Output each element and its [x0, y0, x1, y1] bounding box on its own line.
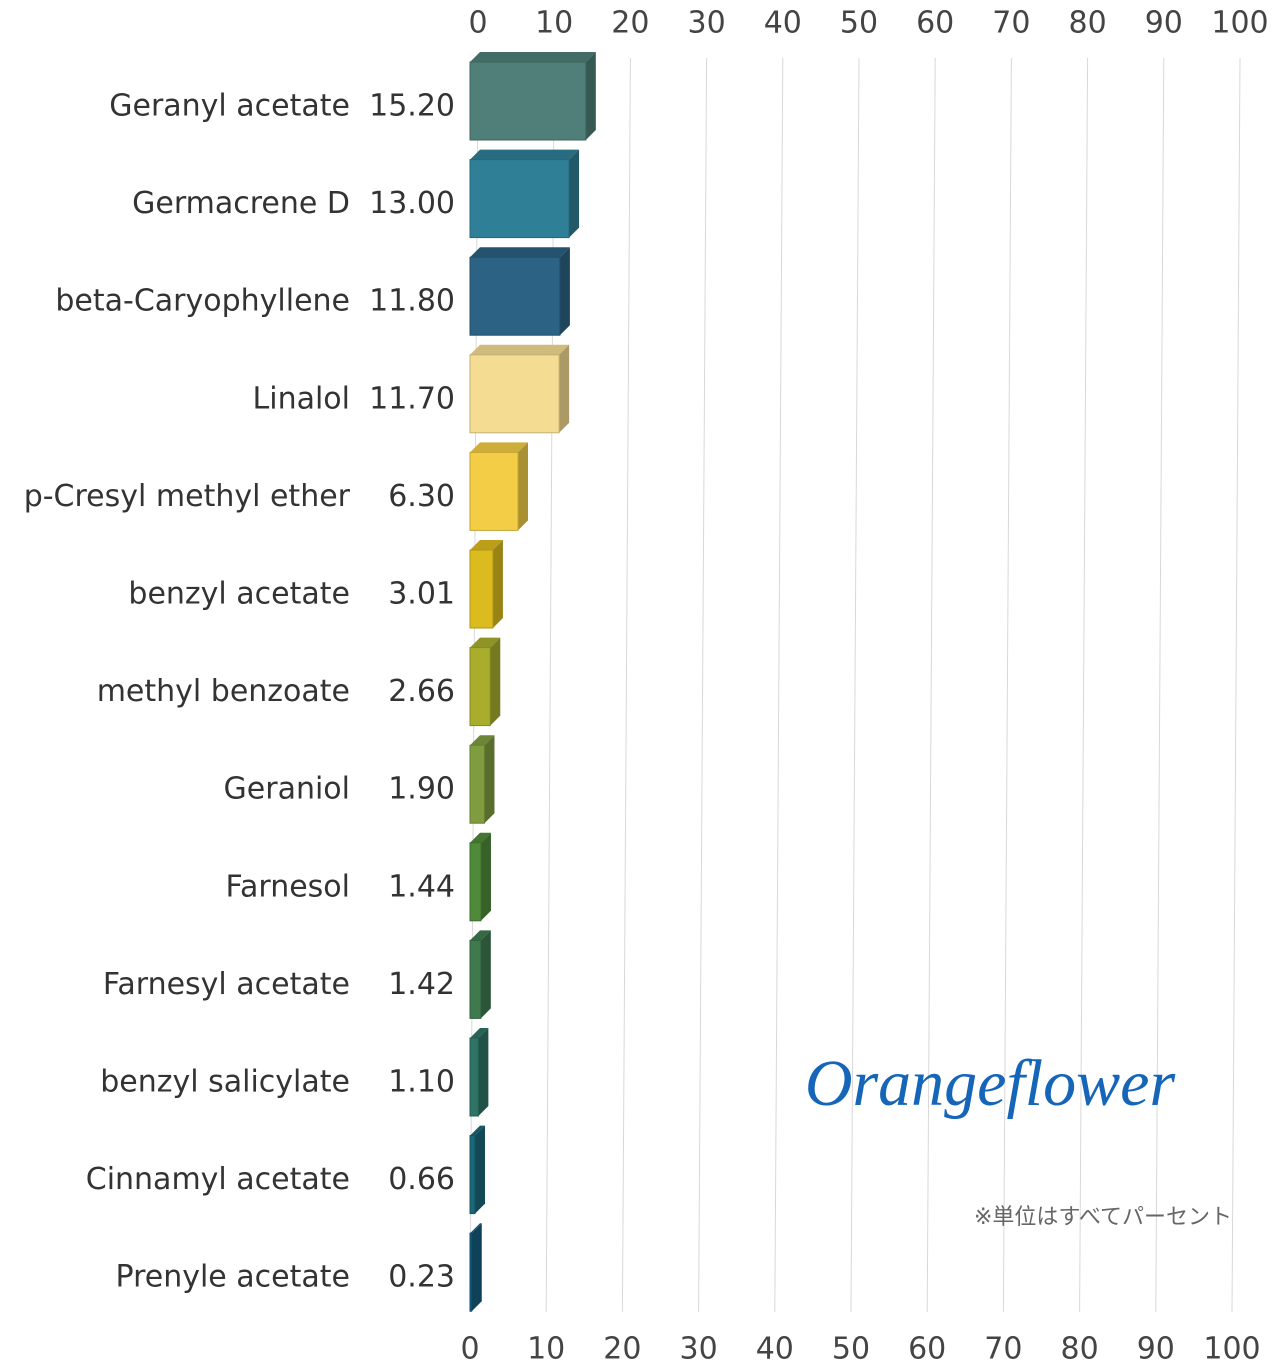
x-tick-label-bottom: 30	[680, 1332, 718, 1367]
x-tick-label-top: 80	[1069, 6, 1107, 41]
grid-line	[1080, 58, 1088, 1312]
bar-side	[560, 247, 570, 335]
category-label: Cinnamyl acetate	[86, 1162, 350, 1197]
bar-side	[481, 833, 491, 921]
x-tick-label-top: 100	[1211, 6, 1268, 41]
category-label: Farnesyl acetate	[103, 967, 350, 1002]
bar-top	[470, 442, 528, 452]
bar	[470, 452, 518, 530]
note: ※単位はすべてパーセント	[974, 1205, 1232, 1230]
bar	[470, 843, 481, 921]
x-tick-label-top: 30	[688, 6, 726, 41]
bar	[470, 1038, 478, 1116]
category-label: Prenyle acetate	[116, 1260, 351, 1295]
value-label: 11.80	[369, 284, 455, 319]
x-tick-label-bottom: 80	[1061, 1332, 1099, 1367]
category-label: methyl benzoate	[97, 674, 350, 709]
x-tick-label-bottom: 40	[756, 1332, 794, 1367]
grid-line	[927, 58, 935, 1312]
x-tick-label-bottom: 60	[908, 1332, 946, 1367]
bar	[470, 1233, 472, 1311]
bar-side	[490, 638, 500, 726]
x-tick-label-bottom: 0	[460, 1332, 479, 1367]
bar-side	[484, 735, 494, 823]
x-tick-label-bottom: 10	[527, 1332, 565, 1367]
x-tick-label-bottom: 90	[1137, 1332, 1175, 1367]
grid-line	[1003, 58, 1011, 1312]
x-tick-label-bottom: 20	[603, 1332, 641, 1367]
bar-top	[470, 345, 569, 355]
bar	[470, 745, 484, 823]
x-tick-label-top: 20	[611, 6, 649, 41]
category-label: benzyl salicylate	[100, 1065, 350, 1100]
category-label: benzyl acetate	[128, 577, 350, 612]
bar	[470, 257, 560, 335]
category-label: Linalol	[253, 381, 350, 416]
bar-side	[518, 442, 528, 530]
chart: Orangeflower ※単位はすべてパーセント 0 0 10 10 20 20 30 30…	[0, 0, 1278, 1368]
grid-line	[699, 58, 707, 1312]
bar-top	[470, 150, 579, 160]
bar-side	[472, 1223, 482, 1311]
grid-line	[775, 58, 783, 1312]
value-label: 6.30	[388, 479, 455, 514]
bar-side	[481, 930, 491, 1018]
x-tick-label-top: 70	[992, 6, 1030, 41]
x-tick-label-top: 60	[916, 6, 954, 41]
bar	[470, 1136, 475, 1214]
bar-side	[475, 1126, 485, 1214]
logo: Orangeflower	[805, 1047, 1176, 1120]
bar-side	[586, 52, 596, 140]
bar-side	[559, 345, 569, 433]
x-tick-label-top: 90	[1145, 6, 1183, 41]
value-label: 0.23	[388, 1260, 455, 1295]
bar-side	[493, 540, 503, 628]
value-label: 3.01	[388, 577, 455, 612]
bar	[470, 355, 559, 433]
bar-top	[470, 52, 596, 62]
grid-line	[622, 58, 630, 1312]
category-label: Germacrene D	[132, 186, 350, 221]
x-tick-label-bottom: 100	[1203, 1332, 1260, 1367]
grid-line	[851, 58, 859, 1312]
bar	[470, 160, 569, 238]
grid-line	[1232, 58, 1240, 1312]
value-label: 2.66	[388, 674, 455, 709]
grid-line	[546, 58, 554, 1312]
bar	[470, 648, 490, 726]
value-label: 1.44	[388, 869, 455, 904]
grid-line	[1156, 58, 1164, 1312]
bar-side	[478, 1028, 488, 1116]
category-label: beta-Caryophyllene	[55, 284, 350, 319]
value-label: 1.90	[388, 772, 455, 807]
category-label: Geraniol	[224, 772, 350, 807]
x-tick-label-top: 40	[764, 6, 802, 41]
bar-side	[569, 150, 579, 238]
x-tick-label-bottom: 50	[832, 1332, 870, 1367]
bar	[470, 550, 493, 628]
bar	[470, 62, 586, 140]
value-label: 13.00	[369, 186, 455, 221]
bar	[470, 940, 481, 1018]
x-tick-label-top: 10	[535, 6, 573, 41]
x-tick-label-bottom: 70	[984, 1332, 1022, 1367]
value-label: 11.70	[369, 381, 455, 416]
category-label: Farnesol	[226, 869, 350, 904]
value-label: 1.42	[388, 967, 455, 1002]
x-tick-label-top: 0	[468, 6, 487, 41]
category-label: p-Cresyl methyl ether	[24, 479, 351, 514]
value-label: 1.10	[388, 1065, 455, 1100]
value-label: 15.20	[369, 89, 455, 124]
category-label: Geranyl acetate	[109, 89, 350, 124]
x-tick-label-top: 50	[840, 6, 878, 41]
bar-top	[470, 247, 570, 257]
value-label: 0.66	[388, 1162, 455, 1197]
